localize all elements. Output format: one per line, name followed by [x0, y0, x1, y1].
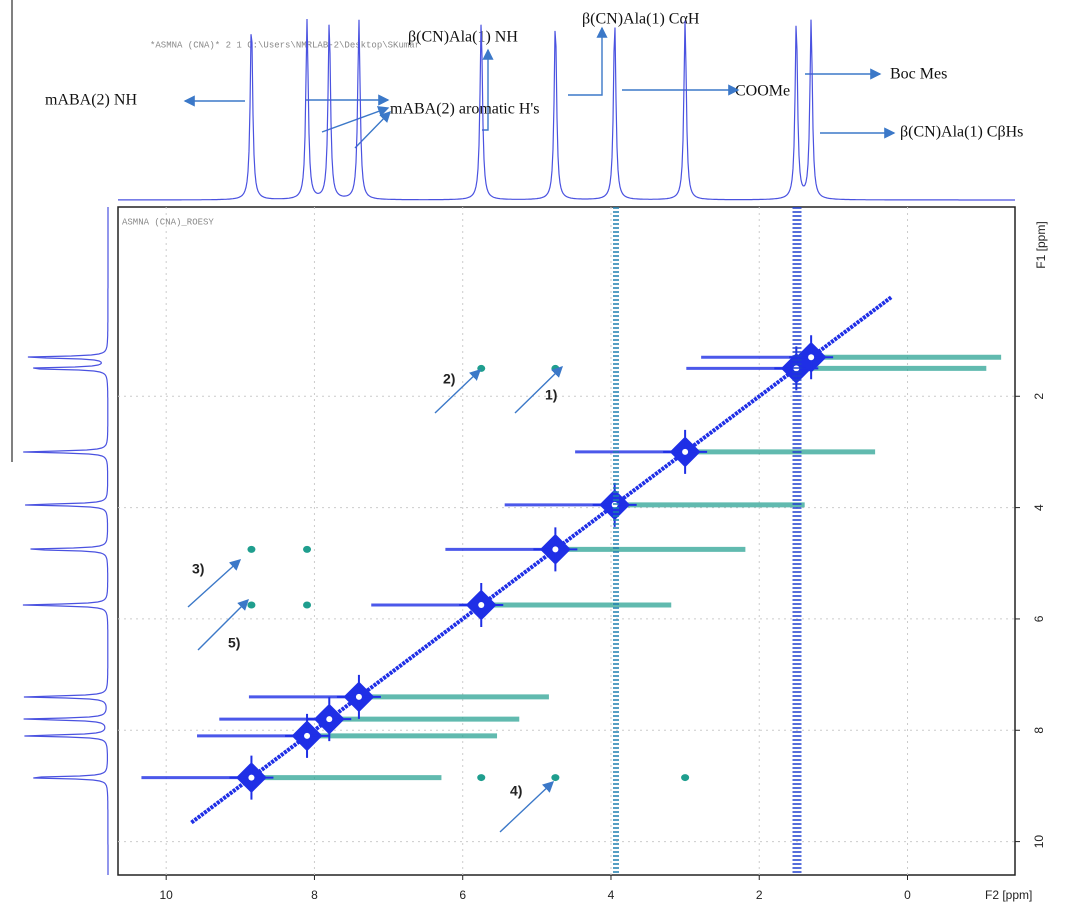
x-axis-label: F2 [ppm] — [985, 888, 1032, 902]
y-tick-label: 4 — [1032, 504, 1046, 511]
peak-center — [248, 774, 255, 781]
cross-peak — [303, 601, 312, 609]
x-tick-label: 0 — [904, 888, 911, 902]
cross-peak — [303, 545, 312, 553]
plot-frame — [117, 206, 1016, 876]
annotation: β(CN)Ala(1) NH — [408, 29, 518, 46]
y-tick-label: 2 — [1032, 393, 1046, 400]
x-tick-label: 6 — [459, 888, 466, 902]
arrow — [568, 26, 608, 96]
peak-center — [682, 448, 689, 455]
x-tick-label: 8 — [311, 888, 318, 902]
y-axis-label: F1 [ppm] — [1034, 221, 1048, 268]
peak-label: 3) — [192, 561, 204, 577]
x-tick-label: 4 — [608, 888, 615, 902]
arrow — [434, 369, 482, 414]
peak-label: 1) — [545, 387, 557, 403]
arrow — [514, 366, 564, 414]
peak-label: 2) — [443, 371, 455, 387]
arrow — [499, 781, 555, 833]
peak-center — [808, 354, 815, 361]
y-tick-label: 6 — [1032, 615, 1046, 622]
plot-label: ASMNA (CNA)_ROESY — [122, 217, 214, 227]
peak-center — [355, 693, 362, 700]
y-tick-label: 10 — [1032, 835, 1046, 849]
annotation: Boc Mes — [890, 66, 947, 83]
arrow — [482, 48, 494, 131]
annotation: β(CN)Ala(1) CαH — [582, 11, 700, 28]
projection-f2 — [118, 18, 1015, 201]
x-tick-label: 2 — [756, 888, 763, 902]
arrow — [321, 106, 390, 133]
peak-label: 4) — [510, 783, 522, 799]
peak-center — [326, 716, 333, 723]
annotation: β(CN)Ala(1) CβHs — [900, 124, 1023, 141]
projection-f1 — [22, 207, 109, 875]
peak-label: 5) — [228, 635, 240, 651]
y-tick-label: 8 — [1032, 727, 1046, 734]
x-tick-label: 10 — [160, 888, 174, 902]
peak-center — [552, 546, 559, 553]
plot-layer: 10 8 6 4 2 0 2 4 6 8 10 — [118, 207, 1046, 902]
cross-peak — [247, 601, 256, 609]
peak-center — [478, 602, 485, 609]
arrow — [197, 599, 249, 651]
cross-peak — [681, 774, 690, 782]
cross-peak — [477, 774, 486, 782]
annotation: mABA(2) NH — [45, 92, 137, 109]
arrow — [187, 559, 242, 608]
cross-peak — [247, 545, 256, 553]
cross-peak — [551, 774, 560, 782]
annotation: mABA(2) aromatic H's — [390, 101, 540, 118]
diagonal-ridge — [190, 295, 893, 825]
header: *ASMNA (CNA)* 2 1 C:\Users\NMRLAB-2\Desk… — [150, 40, 420, 50]
peak-center — [304, 732, 311, 739]
annotation: COOMe — [735, 83, 790, 100]
